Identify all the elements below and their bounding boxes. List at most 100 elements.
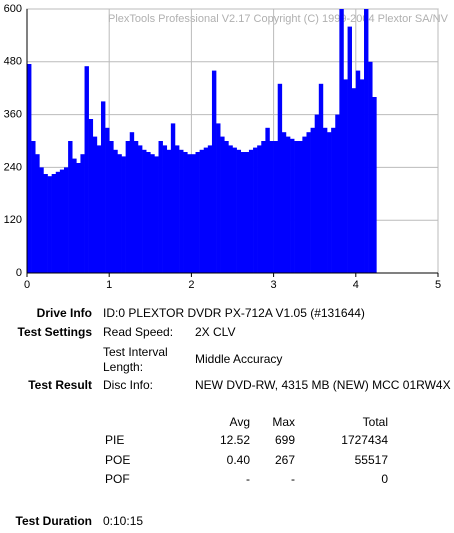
y-tick-label: 600: [4, 3, 22, 15]
bar: [59, 169, 65, 273]
bar: [318, 83, 324, 273]
bar: [76, 163, 81, 273]
bar: [228, 145, 233, 273]
label: Test Duration: [15, 514, 92, 528]
bar: [84, 66, 89, 273]
bar: [335, 114, 340, 273]
chart-title: PlexTools Professional V2.17 Copyright (…: [108, 13, 449, 25]
label: Read Speed:: [103, 325, 174, 339]
cell: 55517: [354, 452, 388, 467]
bar: [359, 79, 365, 274]
bar: [351, 88, 357, 273]
bar: [364, 9, 369, 273]
bar: [137, 145, 143, 273]
bar: [162, 145, 168, 273]
label: Length:: [103, 360, 144, 374]
bar: [261, 141, 266, 273]
bar: [240, 152, 246, 273]
bar: [314, 114, 320, 273]
bar: [47, 176, 52, 273]
bar: [191, 154, 196, 273]
label: Test Interval: [103, 345, 168, 359]
bar: [298, 141, 303, 273]
bar: [253, 147, 258, 273]
bar: [109, 141, 114, 273]
bar: [265, 127, 270, 273]
bar: [257, 145, 262, 273]
y-tick-label: 0: [16, 267, 22, 279]
bar: [306, 132, 311, 273]
bar: [27, 64, 32, 273]
chart: PlexTools Professional V2.17 Copyright (…: [4, 3, 449, 291]
value: NEW DVD-RW, 4315 MB (NEW) MCC 01RW4X: [195, 378, 451, 392]
cell: Total: [362, 415, 388, 429]
bar: [154, 156, 159, 273]
cell: 267: [274, 452, 295, 467]
bar: [100, 101, 106, 274]
bar: [372, 97, 377, 273]
bar: [203, 147, 209, 273]
bar: [224, 141, 229, 273]
bar: [195, 152, 200, 273]
bar: [232, 147, 237, 273]
bar: [355, 70, 361, 273]
bar: [294, 141, 299, 273]
bar: [277, 83, 283, 273]
label: Drive Info: [36, 306, 92, 320]
y-tick-label: 120: [4, 214, 22, 226]
bar: [331, 127, 336, 273]
bar: [207, 145, 213, 273]
cell: Max: [272, 415, 295, 429]
bar: [248, 149, 254, 273]
bar: [183, 152, 188, 273]
bar: [269, 141, 274, 273]
bar: [199, 149, 205, 273]
cell: 0.40: [226, 452, 250, 467]
x-tick-label: 0: [24, 279, 30, 291]
cell: 699: [274, 433, 295, 447]
bar: [220, 136, 225, 273]
y-tick-label: 360: [4, 109, 22, 121]
bar: [43, 174, 48, 273]
bar: [327, 132, 332, 273]
bar: [244, 152, 250, 273]
bar: [92, 136, 98, 273]
cell: 0: [381, 472, 388, 486]
bar: [88, 119, 94, 273]
bar: [39, 167, 44, 273]
bar: [105, 127, 110, 273]
bar: [216, 123, 221, 274]
bar: [347, 26, 352, 273]
bar: [129, 132, 135, 273]
bar: [290, 138, 295, 273]
bar: [170, 123, 176, 274]
cell: Avg: [229, 415, 250, 429]
cell: 12.52: [219, 433, 250, 447]
bar: [142, 149, 147, 273]
cell: -: [246, 472, 250, 486]
y-tick-label: 480: [4, 56, 22, 68]
bar: [310, 127, 315, 273]
x-tick-label: 3: [271, 279, 277, 291]
bar: [133, 141, 139, 273]
x-tick-label: 2: [188, 279, 194, 291]
bar: [55, 171, 61, 273]
cell: POF: [105, 472, 130, 486]
bar: [31, 141, 36, 273]
value: 2X CLV: [195, 325, 236, 339]
cell: POE: [105, 452, 131, 467]
bar: [146, 152, 151, 273]
bar: [51, 174, 57, 273]
value: ID:0 PLEXTOR DVDR PX-712A V1.05 (#131644…: [103, 306, 365, 320]
bar: [187, 154, 192, 273]
label: Test Result: [28, 378, 92, 392]
bar: [35, 154, 40, 273]
bar: [179, 149, 184, 273]
bar: [121, 156, 126, 273]
bar: [150, 154, 155, 273]
y-tick-label: 240: [4, 161, 22, 173]
cell: -: [291, 472, 295, 486]
bar: [72, 158, 77, 273]
bar: [96, 145, 102, 273]
bar: [158, 141, 163, 273]
